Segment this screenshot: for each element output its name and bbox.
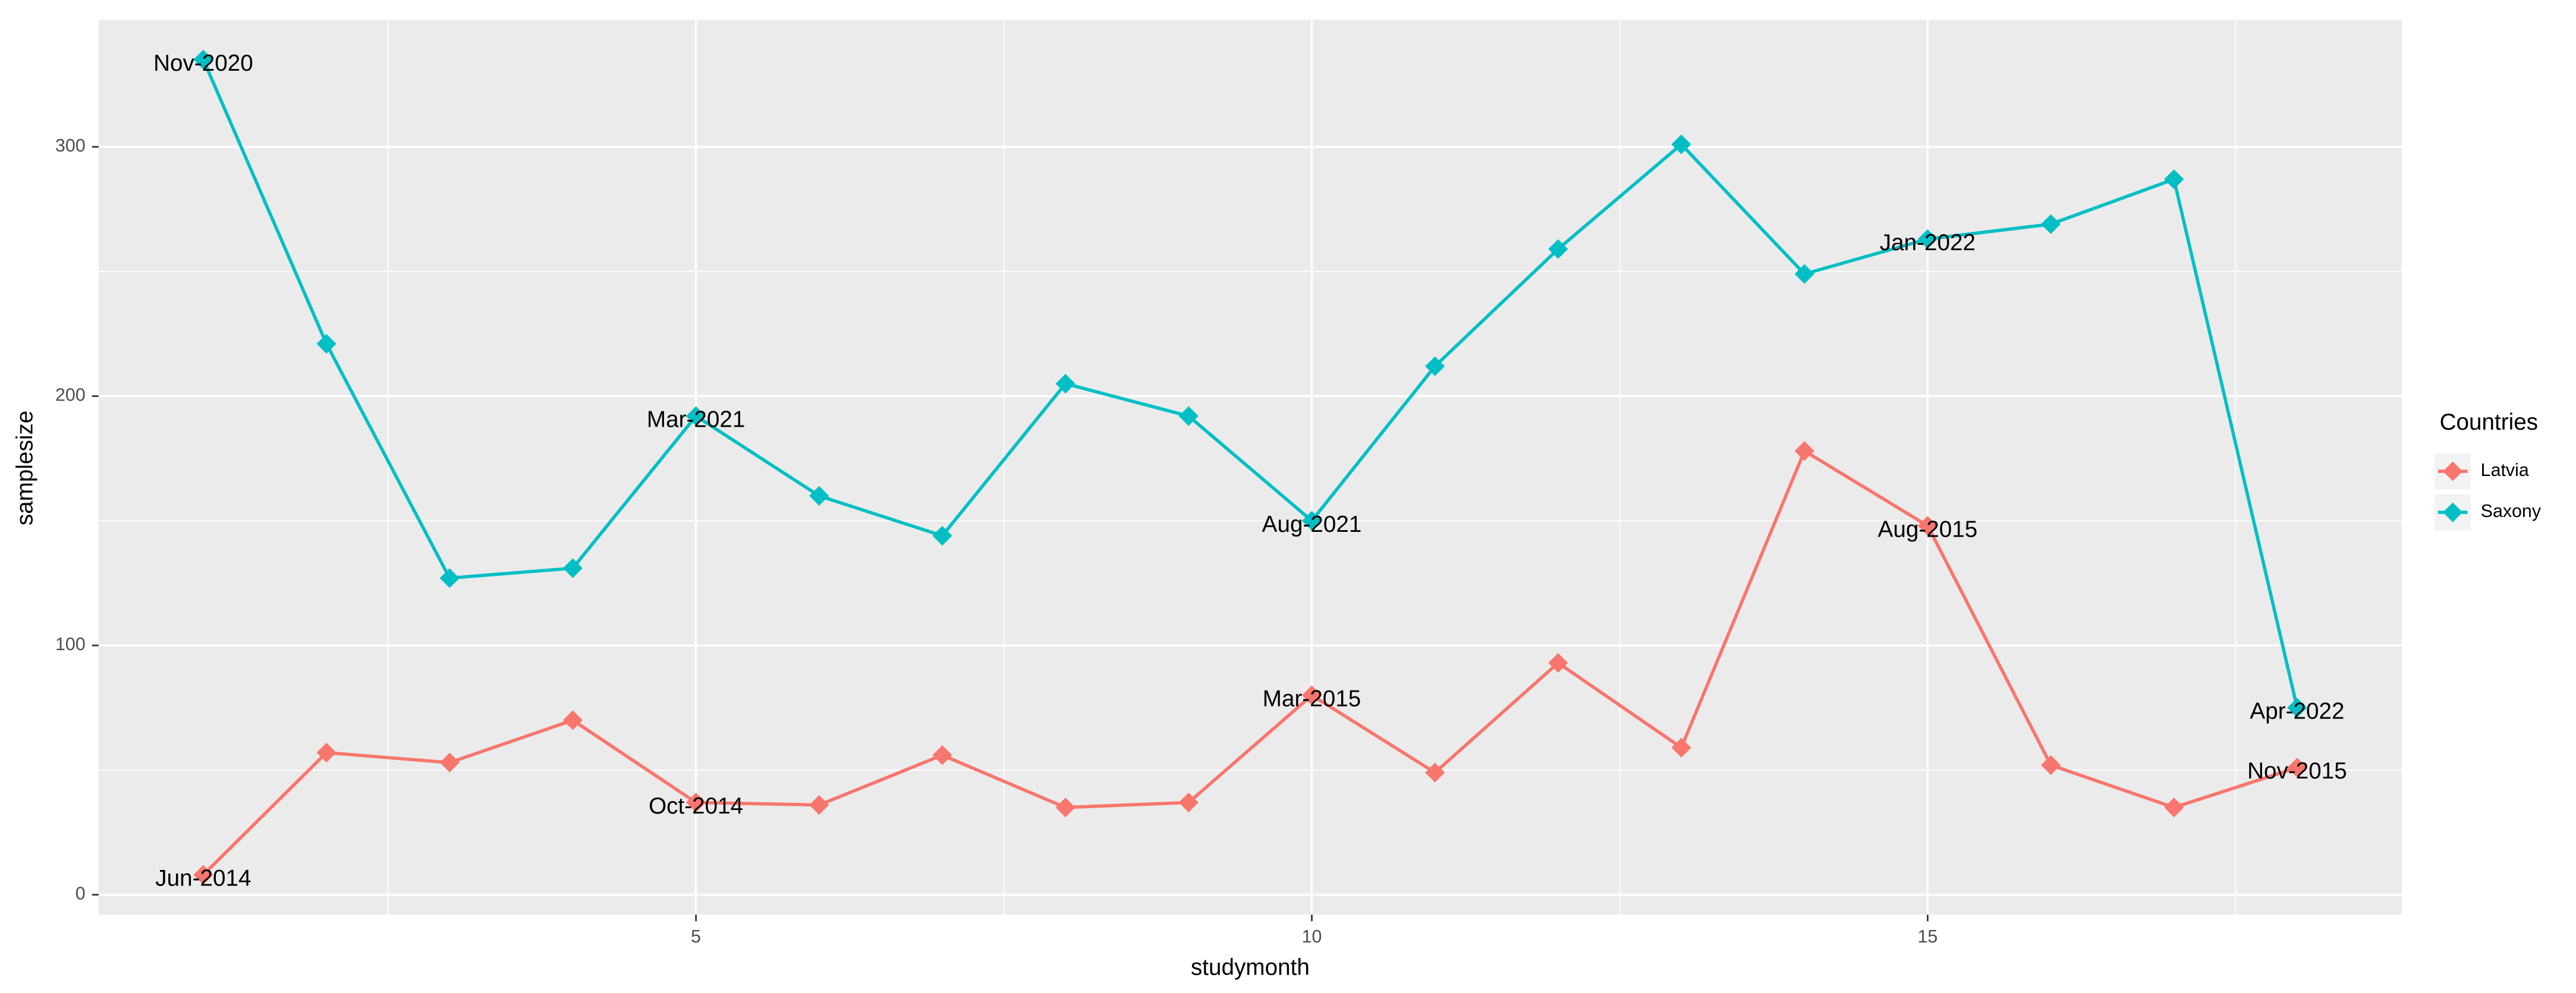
point — [1917, 516, 1937, 536]
point — [2041, 755, 2061, 776]
point — [562, 710, 583, 730]
point-label: Mar-2015 — [1263, 686, 1361, 712]
point — [1671, 737, 1691, 758]
point — [932, 745, 952, 765]
x-tick-label: 5 — [691, 926, 701, 947]
point-label: Nov-2015 — [2247, 758, 2347, 784]
legend-key-point — [2443, 502, 2463, 522]
legend: Latvia Saxony — [2435, 453, 2542, 531]
point — [1548, 652, 1568, 673]
y-axis-title: samplesize — [12, 411, 37, 525]
series-line — [202, 59, 2299, 708]
point-label: Mar-2021 — [647, 407, 746, 433]
x-tick-label: 15 — [1918, 926, 1938, 947]
point — [1548, 239, 1568, 259]
point — [562, 558, 583, 578]
point — [1178, 792, 1199, 812]
y-tick-label: 0 — [76, 884, 86, 904]
grid — [98, 20, 2402, 915]
point — [1301, 510, 1322, 531]
x-tick-label: 10 — [1302, 926, 1322, 947]
point-label: Jan-2022 — [1880, 230, 1976, 256]
point-labels: Jun-2014 Oct-2014 Mar-2015 Aug-2015 Nov-2015… — [153, 51, 2347, 891]
point — [1301, 685, 1322, 705]
point-label: Jun-2014 — [155, 866, 251, 891]
y-tick-label: 200 — [55, 385, 86, 405]
legend-key-point — [2443, 461, 2463, 481]
point-label: Apr-2022 — [2250, 699, 2344, 724]
point — [2164, 169, 2184, 190]
point — [1671, 134, 1691, 155]
point — [193, 49, 213, 70]
point — [193, 865, 213, 885]
y-tick-label: 100 — [55, 634, 86, 654]
point-label: Nov-2020 — [153, 51, 253, 76]
x-axis-title: studymonth — [1191, 955, 1310, 981]
point-label: Aug-2015 — [1878, 516, 1978, 542]
legend-label: Latvia — [2481, 460, 2529, 480]
point-label: Oct-2014 — [649, 793, 743, 819]
series-line — [202, 448, 2298, 877]
point — [2041, 214, 2061, 234]
point — [1917, 229, 1937, 249]
legend-label: Saxony — [2481, 501, 2542, 521]
point — [1178, 406, 1199, 426]
point — [1794, 441, 1814, 461]
point — [439, 568, 460, 588]
y-tick-label: 300 — [55, 135, 86, 156]
point — [809, 486, 829, 506]
legend-title: Countries — [2440, 409, 2539, 435]
point — [1794, 264, 1814, 284]
point-label: Aug-2021 — [1262, 512, 1362, 537]
